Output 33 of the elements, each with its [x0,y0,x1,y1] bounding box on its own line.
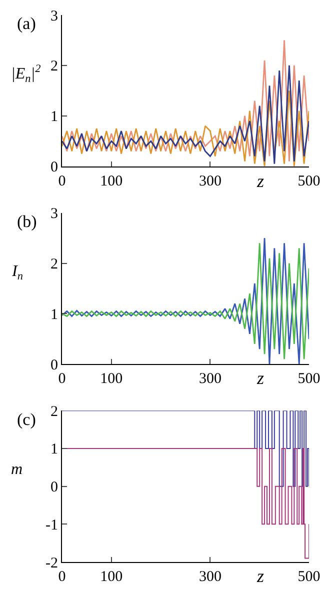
y-tick-label: -1 [46,517,58,534]
chart-title: (c) [17,410,36,429]
chart-title: (a) [17,14,36,33]
y-tick-label: 1 [50,442,58,458]
line-series [62,64,309,165]
y-tick-label: -2 [46,555,58,572]
x-tick-label: 100 [100,173,123,190]
x-tick-label: 500 [298,173,320,190]
chart-title: (b) [17,212,37,231]
y-tick-label: 0 [50,480,58,496]
x-axis-title: z [256,368,264,388]
x-tick-label: 500 [298,569,320,585]
y-tick-label: 2 [50,404,58,420]
x-tick-label: 500 [298,371,320,388]
y-axis-title: |E$_{n}$|$^{2}$ [11,63,42,86]
y-tick-label: 2 [50,58,58,75]
x-tick-label: 300 [198,173,222,190]
y-tick-label: 2 [50,256,58,273]
y-tick-label: 3 [50,8,58,24]
x-tick-label: 100 [100,569,123,585]
x-tick-label: 300 [198,569,222,585]
y-tick-label: 1 [50,109,58,126]
y-tick-label: 0 [50,357,58,374]
y-tick-label: 3 [50,206,58,222]
x-tick-label: 100 [100,371,123,388]
y-tick-label: 0 [50,160,58,176]
y-axis-title: m [11,461,23,478]
x-tick-label: 300 [198,371,222,388]
y-axis-title: I$_{n}$ [11,263,24,282]
line-series [62,40,309,162]
y-tick-label: 1 [50,306,58,323]
x-axis-title: z [256,566,264,586]
x-axis-title: z [256,171,264,191]
